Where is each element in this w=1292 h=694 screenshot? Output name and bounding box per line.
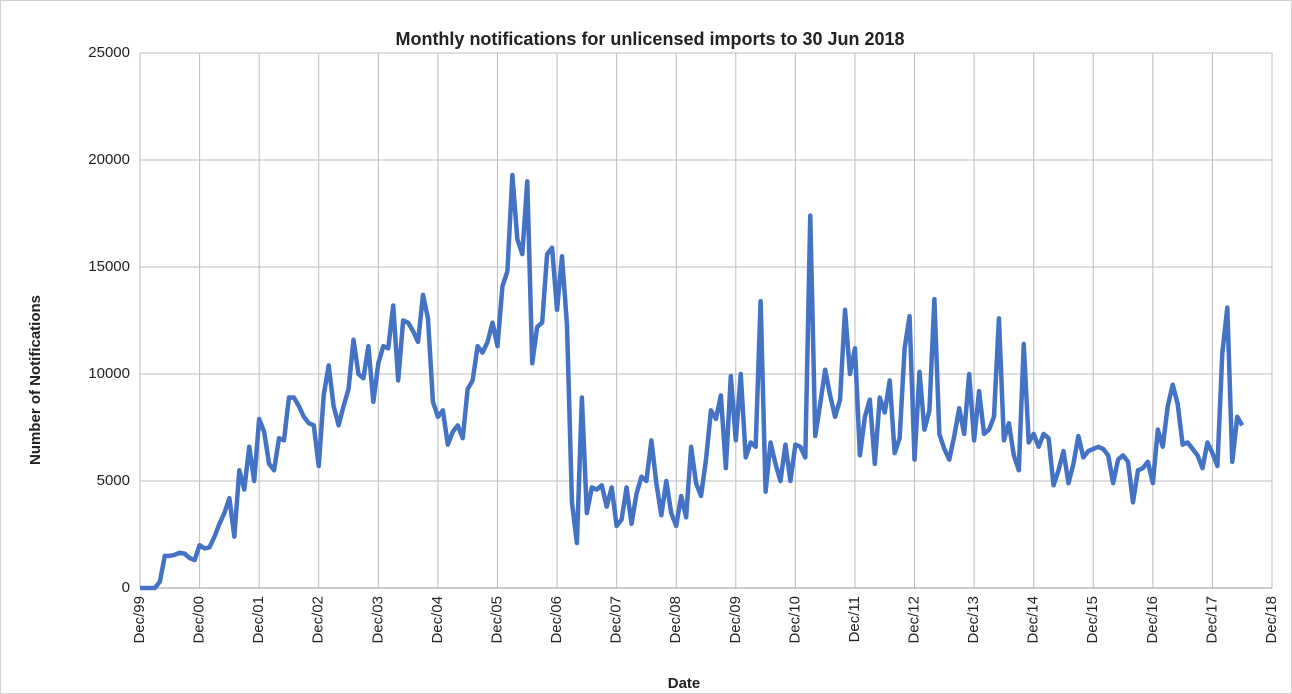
y-tick-label: 15000 (88, 258, 130, 275)
x-tick-label: Dec/14 (1025, 596, 1042, 644)
x-tick-label: Dec/15 (1084, 596, 1101, 644)
x-tick-label: Dec/01 (250, 596, 267, 644)
x-tick-label: Dec/05 (488, 596, 505, 644)
y-tick-label: 10000 (88, 365, 130, 382)
x-tick-label: Dec/06 (548, 596, 565, 644)
x-tick-label: Dec/02 (310, 596, 327, 644)
x-tick-label: Dec/99 (131, 596, 148, 644)
x-tick-label: Dec/00 (191, 596, 208, 644)
y-axis-label: Number of Notifications (27, 295, 44, 465)
x-tick-label: Dec/07 (608, 596, 625, 644)
x-tick-label: Dec/10 (786, 596, 803, 644)
x-tick-label: Dec/13 (965, 596, 982, 644)
x-tick-label: Dec/03 (369, 596, 386, 644)
y-tick-label: 20000 (88, 151, 130, 168)
x-tick-label: Dec/04 (429, 596, 446, 644)
chart-title: Monthly notifications for unlicensed imp… (395, 29, 904, 49)
x-tick-label: Dec/17 (1203, 596, 1220, 644)
x-tick-label: Dec/16 (1144, 596, 1161, 644)
x-tick-label: Dec/08 (667, 596, 684, 644)
y-tick-label: 0 (122, 579, 130, 596)
x-tick-label: Dec/12 (905, 596, 922, 644)
x-tick-label: Dec/18 (1263, 596, 1280, 644)
y-tick-label: 5000 (97, 472, 130, 489)
data-line (140, 172, 1245, 591)
x-tick-label: Dec/11 (846, 596, 863, 642)
y-tick-label: 25000 (88, 44, 130, 61)
x-tick-label: Dec/09 (727, 596, 744, 644)
x-axis-label: Date (668, 675, 701, 692)
